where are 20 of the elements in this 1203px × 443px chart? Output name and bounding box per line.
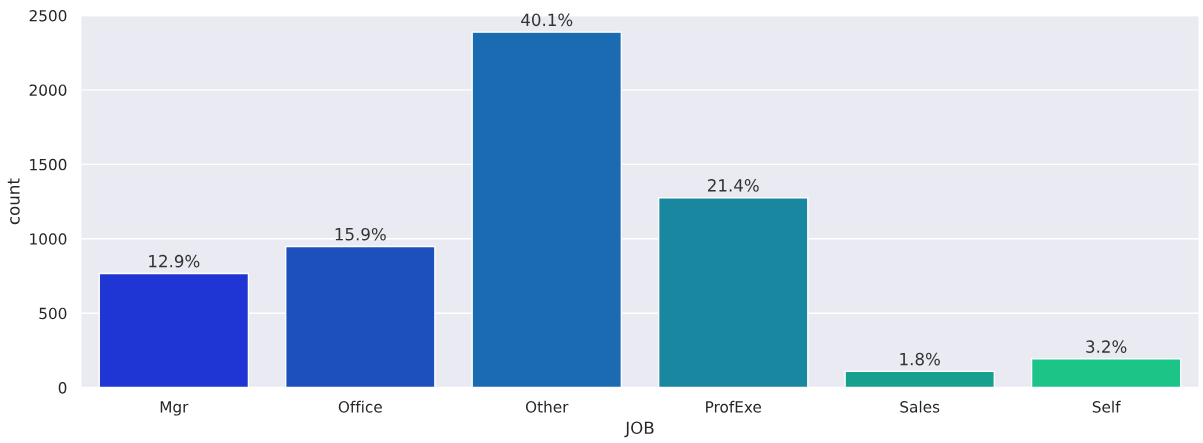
y-tick-label: 1500	[30, 158, 67, 171]
x-tick-label: Mgr	[160, 401, 189, 416]
x-tick-label: Office	[338, 400, 382, 413]
x-tick-label: ProfExe	[706, 400, 762, 413]
annotation: 3.2%	[1086, 340, 1127, 353]
annotation: 15.9%	[335, 227, 386, 241]
x-tick-label: Sales	[900, 400, 940, 413]
annotation: 12.9%	[149, 254, 200, 268]
y-tick-label: 2000	[29, 84, 67, 96]
annotation: 40.1%	[521, 13, 573, 27]
y-axis-title: count	[7, 178, 20, 225]
x-tick-label: Self	[1092, 400, 1121, 413]
annotation: 21.4%	[707, 179, 759, 192]
y-tick-label: 2500	[29, 9, 67, 22]
y-tick-label: 0	[58, 382, 67, 394]
x-axis-title: JOB	[624, 421, 654, 438]
annotation: 1.8%	[900, 352, 940, 366]
y-tick-label: 500	[39, 307, 67, 320]
x-tick-label: Other	[525, 400, 569, 413]
y-tick-label: 1000	[30, 233, 67, 245]
